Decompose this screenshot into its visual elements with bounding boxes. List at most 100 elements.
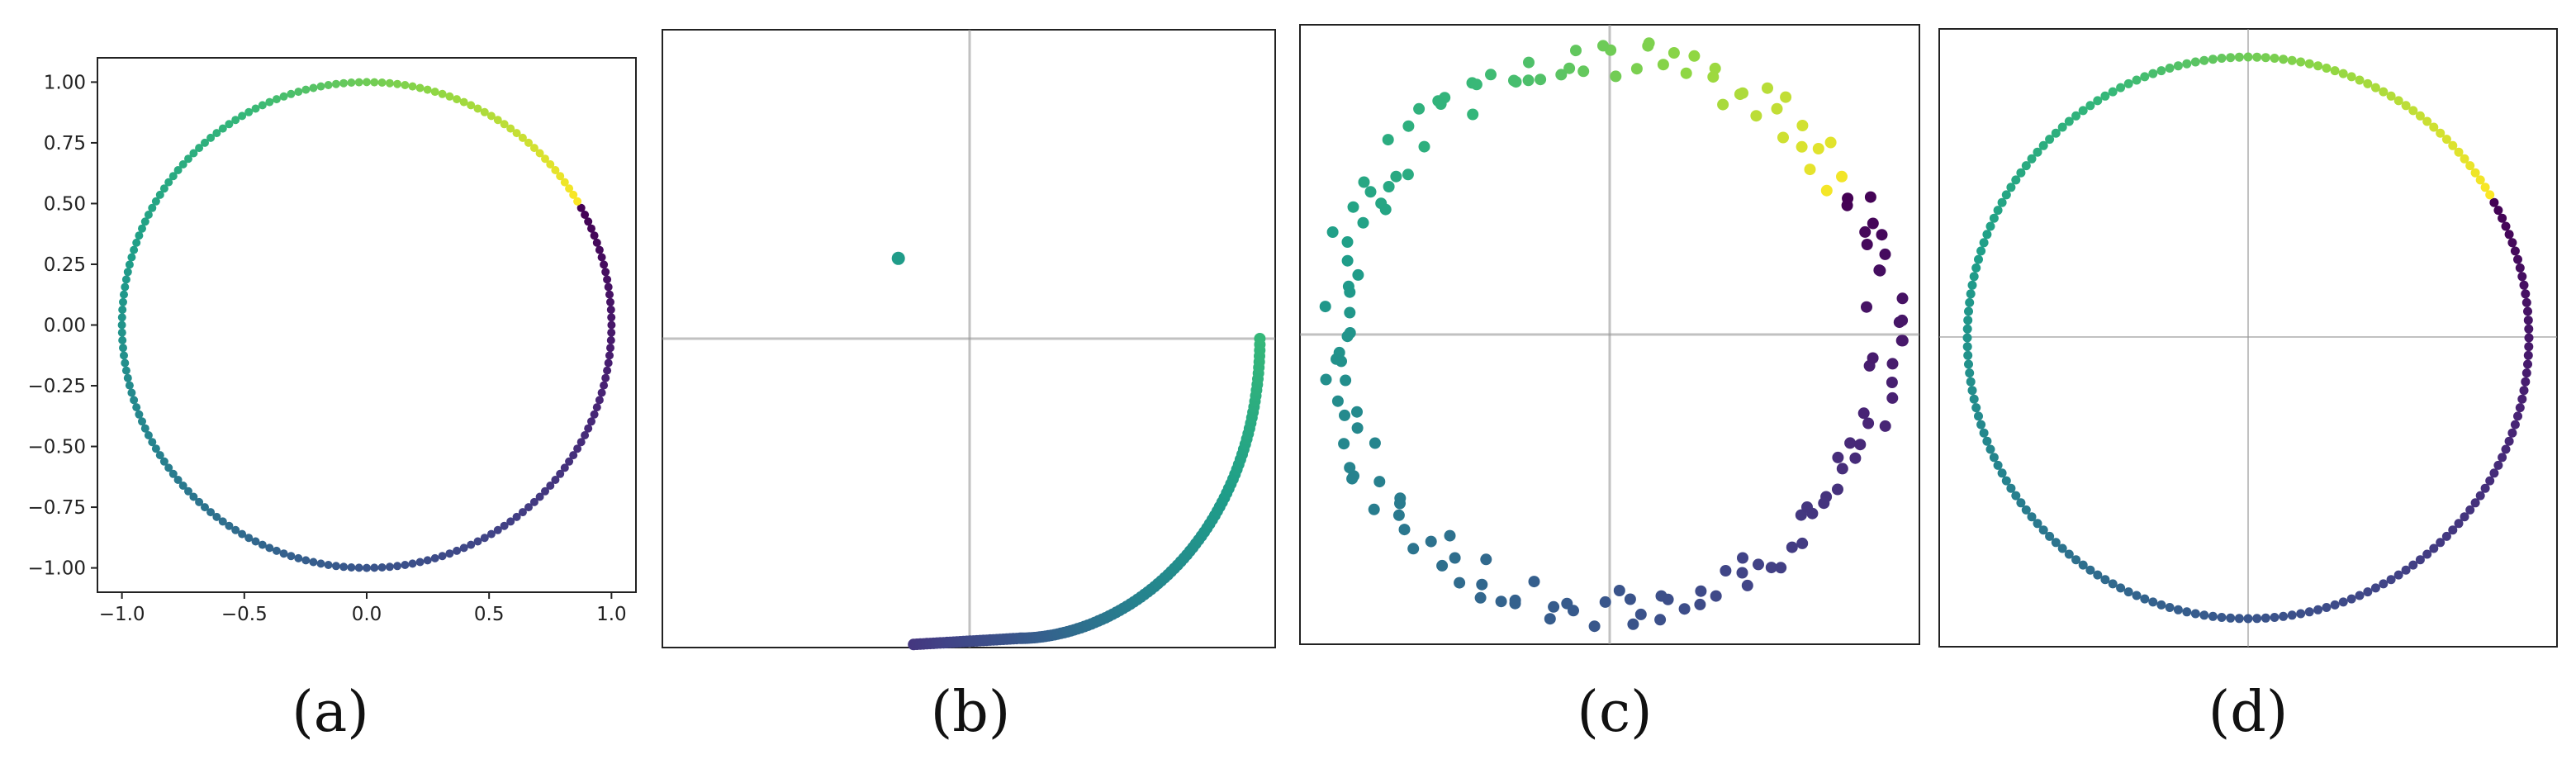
data-point	[1535, 74, 1547, 86]
data-point	[138, 417, 146, 426]
data-point	[1344, 306, 1356, 319]
data-point	[2355, 75, 2365, 85]
data-point	[195, 144, 204, 153]
data-point	[212, 512, 221, 521]
data-point	[486, 112, 496, 121]
data-point	[265, 97, 274, 107]
data-point	[467, 540, 476, 549]
data-point	[2330, 600, 2340, 610]
y-tick-label: 0.00	[44, 316, 86, 337]
data-point	[2422, 116, 2432, 126]
data-point	[127, 253, 136, 262]
data-point	[2296, 609, 2306, 619]
data-point	[301, 85, 311, 94]
data-point	[605, 290, 614, 299]
data-point	[1886, 391, 1899, 404]
data-point	[2429, 543, 2439, 553]
data-point	[2475, 175, 2485, 185]
data-point	[430, 553, 439, 562]
data-point	[2338, 597, 2348, 607]
data-point	[2521, 368, 2531, 378]
y-tick-label: 1.00	[44, 72, 86, 93]
caption-a: (a)	[292, 680, 369, 745]
data-point	[1654, 614, 1667, 626]
data-point	[473, 104, 482, 113]
data-point	[2078, 560, 2088, 570]
data-point	[1326, 226, 1339, 238]
data-point	[601, 373, 610, 382]
data-point	[2108, 87, 2118, 97]
data-point	[423, 85, 432, 94]
data-point	[607, 320, 616, 330]
data-point	[195, 497, 204, 506]
data-point	[2485, 476, 2495, 486]
data-point	[1368, 503, 1380, 515]
data-point	[1832, 483, 1843, 496]
data-point	[1989, 213, 1999, 223]
data-point	[251, 537, 260, 546]
data-point	[2304, 607, 2314, 617]
data-point	[1402, 168, 1414, 181]
data-point	[2393, 96, 2403, 106]
data-point	[301, 556, 311, 565]
data-point	[2436, 128, 2446, 138]
data-point	[168, 469, 178, 478]
data-point	[331, 79, 340, 88]
data-point	[1335, 355, 1347, 368]
data-point	[132, 403, 141, 412]
data-point	[1775, 562, 1787, 574]
data-point	[1985, 221, 1995, 231]
data-point	[604, 282, 613, 292]
data-point	[1413, 102, 1426, 115]
data-point	[1319, 301, 1331, 313]
data-point	[1563, 62, 1576, 74]
y-tick-label: 0.25	[44, 254, 86, 276]
data-point	[370, 563, 379, 572]
data-point	[1967, 280, 1977, 290]
data-point	[1346, 472, 1359, 485]
data-point	[324, 561, 333, 569]
data-point	[2199, 55, 2209, 65]
data-point	[556, 172, 565, 181]
data-point	[347, 78, 356, 87]
data-point	[2355, 591, 2365, 600]
data-point	[173, 166, 183, 174]
data-point	[121, 358, 130, 368]
data-point	[2475, 491, 2485, 501]
data-point	[1967, 386, 1977, 396]
data-point	[2480, 483, 2490, 493]
data-point	[2156, 600, 2166, 610]
data-point	[560, 463, 569, 472]
data-point	[144, 211, 153, 219]
data-point	[2148, 69, 2158, 78]
data-point	[529, 497, 538, 506]
data-point	[2330, 66, 2340, 76]
data-point	[459, 97, 468, 107]
data-point	[1874, 264, 1886, 277]
data-point	[119, 297, 127, 306]
data-point	[2454, 147, 2464, 157]
data-point	[500, 521, 509, 530]
data-point	[1812, 143, 1824, 154]
data-point	[1796, 537, 1809, 549]
data-point	[1741, 579, 1753, 591]
data-point	[2429, 122, 2439, 132]
data-point	[1662, 593, 1674, 605]
data-point	[2441, 531, 2451, 541]
data-point	[279, 549, 288, 558]
data-point	[1436, 559, 1449, 572]
data-point	[2078, 106, 2088, 116]
data-point	[2465, 161, 2475, 171]
data-point	[2408, 560, 2418, 570]
data-point	[2226, 613, 2236, 623]
data-point	[1509, 594, 1521, 606]
data-point	[480, 107, 489, 116]
panel-c: (c)	[1299, 24, 1920, 745]
data-point	[2370, 83, 2380, 93]
data-point	[1449, 552, 1461, 564]
data-point	[518, 133, 527, 142]
data-point	[1864, 191, 1876, 203]
data-point	[408, 82, 417, 91]
data-point	[1737, 552, 1748, 564]
